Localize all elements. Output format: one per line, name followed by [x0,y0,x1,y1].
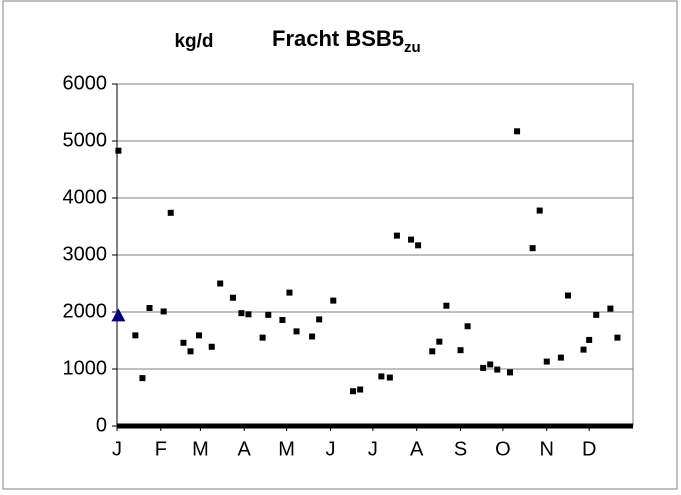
point [286,289,293,296]
x-tick-label: M [192,438,209,460]
point [408,236,415,243]
title-main: Fracht BSB5 [272,26,404,51]
y-tick-label: 4000 [63,186,108,208]
point [564,292,571,299]
point [265,311,272,318]
y-axis-label: kg/d [174,31,213,52]
point [357,386,364,393]
x-tick-label: N [540,438,554,460]
point [132,332,139,339]
x-tick-label: O [495,438,511,460]
point [429,348,436,355]
chart-title: Fracht BSB5zu [272,26,421,56]
x-tick-label: J [325,438,335,460]
y-tick-label: 6000 [63,72,108,94]
x-tick-label: A [238,438,252,460]
point [443,302,450,309]
x-tick-label: J [368,438,378,460]
point [160,308,167,315]
point [167,209,174,216]
x-tick-label: M [278,438,295,460]
point [480,364,487,371]
point [378,373,385,380]
point [415,242,422,249]
title-subscript: zu [404,39,421,56]
point [316,316,323,323]
point [208,343,215,350]
point [607,305,614,312]
y-tick-label: 0 [96,414,107,436]
point [586,336,593,343]
point [514,128,521,135]
point [217,280,224,287]
point [580,346,587,353]
x-tick-label: J [112,438,122,460]
point [393,232,400,239]
point [309,333,316,340]
y-tick-label: 2000 [63,300,108,322]
y-tick-label: 1000 [63,357,108,379]
point [146,305,153,312]
x-tick-label: D [582,438,596,460]
point [557,354,564,361]
point [543,358,550,365]
point [139,375,146,382]
point [436,338,443,345]
point [180,339,187,346]
point [494,366,501,373]
point [487,361,494,368]
x-tick-label: F [155,438,167,460]
y-tick-label: 5000 [63,129,108,151]
point [279,316,286,323]
point [614,334,621,341]
point [259,334,266,341]
point [245,311,252,318]
point [195,332,202,339]
x-tick-label: S [454,438,467,460]
point [330,297,337,304]
point [293,328,300,335]
point [464,323,471,330]
point [507,369,514,376]
point [111,308,126,322]
point [529,245,536,252]
point [238,310,245,317]
point [115,147,122,154]
point [536,207,543,214]
point [386,374,393,381]
x-tick-label: A [410,438,424,460]
point [457,347,464,354]
point [350,388,357,395]
point [229,294,236,301]
y-tick-label: 3000 [63,243,108,265]
point [187,348,194,355]
point [593,311,600,318]
